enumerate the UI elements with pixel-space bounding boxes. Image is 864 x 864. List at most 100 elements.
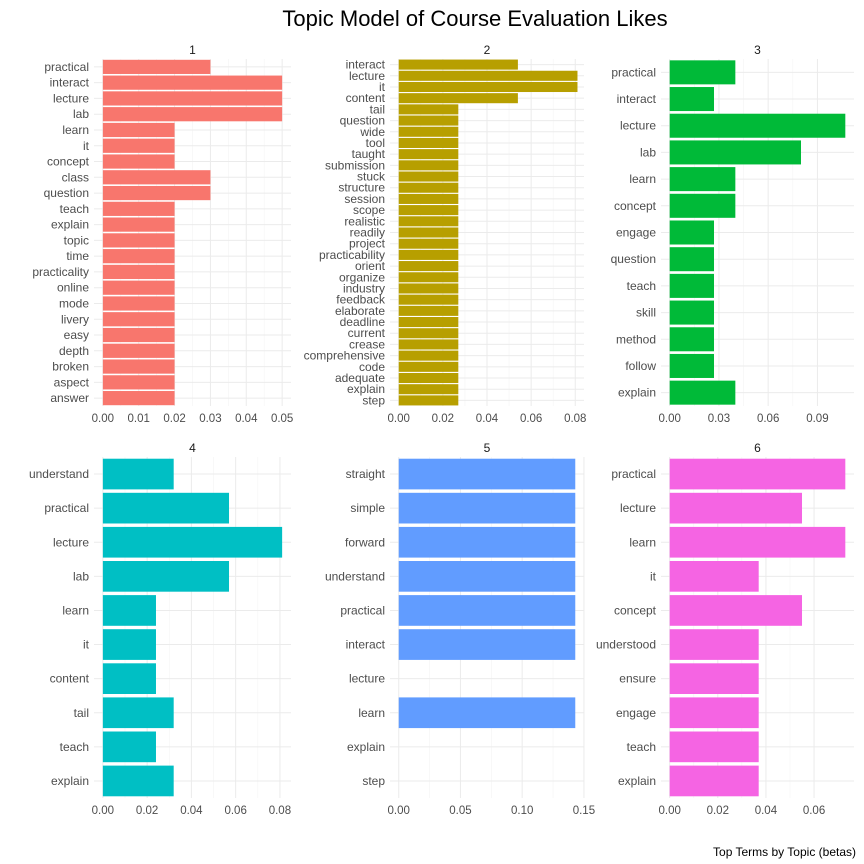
facet-panel-4: 0.00 0.02 0.04 0.06 0.08 4 understand practical…: [29, 441, 291, 817]
facet-strip-label: 5: [484, 441, 491, 455]
bar-skill: [669, 300, 715, 325]
bar-explain: [102, 765, 174, 797]
term-label: explain: [51, 774, 89, 788]
term-label: orient: [355, 259, 386, 273]
term-label: project: [349, 237, 386, 251]
bar-taught: [398, 149, 459, 160]
term-label: structure: [338, 181, 385, 195]
term-label: scope: [353, 203, 385, 217]
x-tick-label: 0.05: [449, 805, 471, 817]
term-label: wide: [359, 125, 385, 139]
bar-it: [102, 629, 156, 660]
term-label: explain: [618, 386, 656, 400]
term-label: readily: [350, 226, 385, 240]
bar-lecture: [669, 492, 803, 524]
term-label: learn: [358, 706, 385, 720]
term-label: deadline: [340, 315, 386, 329]
bar-understand: [398, 561, 576, 592]
term-label: method: [616, 332, 656, 346]
term-label: mode: [59, 296, 89, 310]
term-label: lecture: [349, 69, 385, 83]
bar-lecture: [102, 91, 283, 106]
bar-question: [102, 185, 211, 201]
facet-strip-label: 6: [754, 441, 761, 455]
bar-practical: [102, 59, 211, 74]
term-label: industry: [343, 281, 385, 295]
bar-interact: [102, 75, 283, 90]
bar-teach: [669, 731, 759, 763]
term-label: skill: [636, 306, 656, 320]
term-label: explain: [618, 774, 656, 788]
term-label: interact: [346, 638, 386, 652]
bar-practical: [669, 458, 846, 490]
term-label: concept: [614, 199, 657, 213]
term-label: practicability: [319, 248, 385, 262]
bar-lab: [102, 107, 283, 122]
bar-tail: [102, 697, 174, 729]
bar-teach: [669, 273, 715, 298]
term-label: engage: [616, 706, 656, 720]
x-tick-label: 0.06: [757, 413, 779, 425]
term-label: concept: [614, 603, 657, 617]
term-label: practical: [340, 603, 385, 617]
term-label: content: [346, 91, 386, 105]
term-label: explain: [347, 382, 385, 396]
bar-orient: [398, 261, 459, 272]
x-tick-label: 0.06: [520, 413, 542, 425]
term-label: realistic: [344, 214, 385, 228]
x-tick-label: 0.06: [803, 805, 825, 817]
term-label: teach: [627, 279, 656, 293]
term-label: understand: [325, 569, 385, 583]
term-label: tail: [370, 102, 385, 116]
bar-realistic: [398, 216, 459, 227]
bar-time: [102, 249, 175, 264]
bar-method: [669, 327, 715, 352]
bar-interact: [398, 59, 518, 70]
term-label: broken: [52, 360, 89, 374]
bar-structure: [398, 182, 459, 193]
term-label: lecture: [349, 672, 385, 686]
term-label: lecture: [53, 535, 89, 549]
bar-topic: [102, 233, 175, 248]
term-label: understand: [29, 467, 89, 481]
facet-panel-1: 0.00 0.01 0.02 0.03 0.04 0.05 1 practical intera…: [32, 43, 293, 425]
x-tick-label: 0.00: [658, 805, 680, 817]
x-tick-label: 0.04: [755, 805, 778, 817]
term-label: simple: [350, 501, 385, 515]
term-label: topic: [64, 233, 89, 247]
bar-tool: [398, 137, 459, 148]
bar-explain: [669, 380, 736, 405]
term-label: depth: [59, 344, 89, 358]
bar-ensure: [669, 663, 759, 694]
bar-tail: [398, 104, 459, 115]
term-label: teach: [60, 202, 89, 216]
term-label: interact: [346, 58, 386, 72]
term-label: lecture: [53, 91, 89, 105]
term-label: aspect: [54, 375, 90, 389]
bar-learn: [669, 167, 736, 192]
bar-explain: [102, 217, 175, 232]
term-label: follow: [625, 359, 656, 373]
bar-broken: [102, 359, 175, 374]
x-tick-label: 0.04: [180, 805, 203, 817]
term-label: it: [379, 80, 386, 94]
bar-submission: [398, 160, 459, 171]
bar-step: [398, 395, 459, 406]
bar-explain: [669, 765, 759, 797]
bar-wide: [398, 126, 459, 137]
term-label: it: [83, 139, 90, 153]
bar-question: [669, 247, 715, 272]
bar-forward: [398, 526, 576, 558]
bar-practical: [398, 595, 576, 626]
x-tick-label: 0.02: [432, 413, 454, 425]
term-label: practical: [44, 501, 89, 515]
facet-strip-label: 4: [189, 441, 196, 455]
term-label: question: [340, 114, 385, 128]
facet-panel-3: 0.00 0.03 0.06 0.09 3 practical interact lectur…: [611, 43, 854, 425]
x-tick-label: 0.05: [271, 413, 293, 425]
term-label: step: [362, 393, 385, 407]
bar-lecture: [669, 113, 846, 138]
bar-straight: [398, 458, 576, 490]
bar-deadline: [398, 317, 459, 328]
bar-mode: [102, 296, 175, 311]
